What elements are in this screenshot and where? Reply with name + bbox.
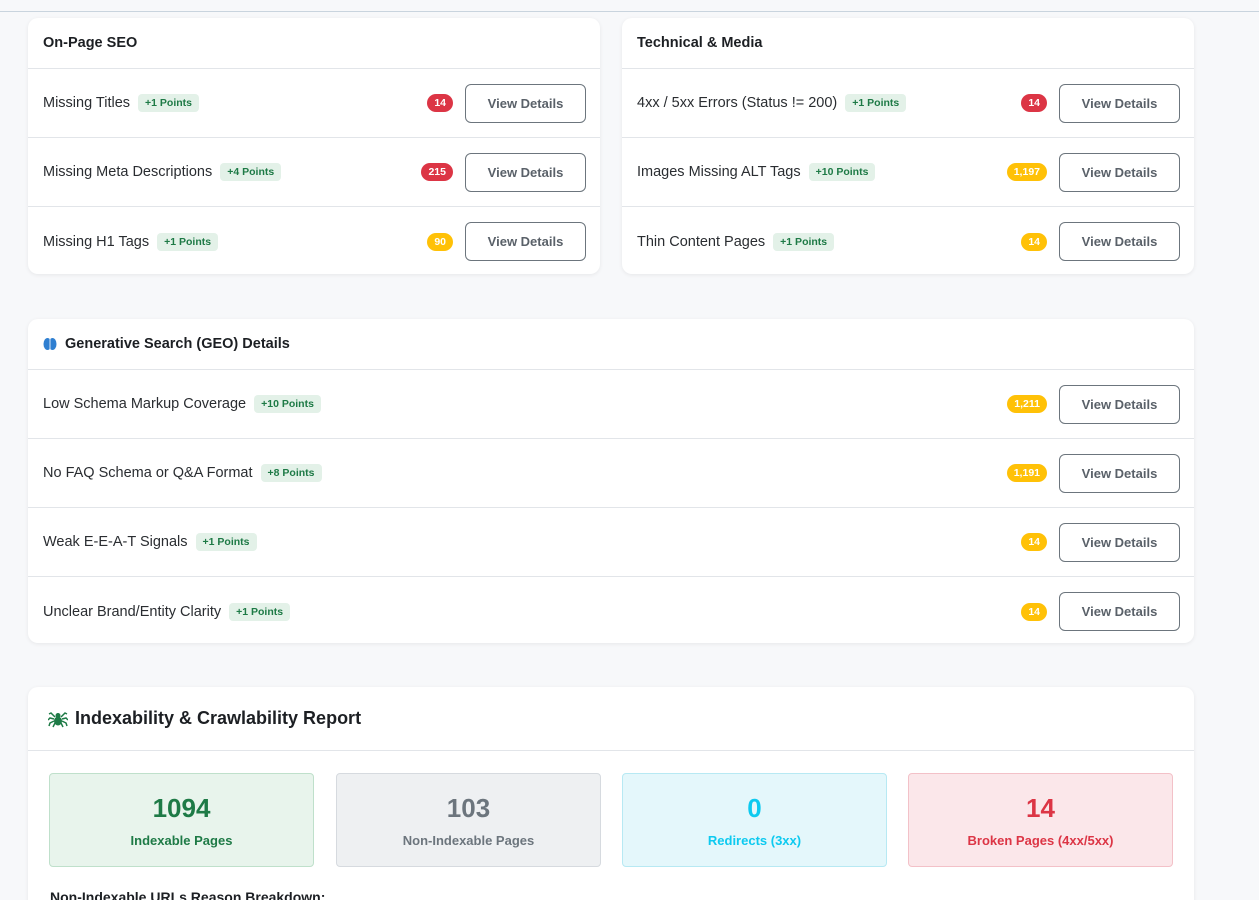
issue-row: Thin Content Pages +1 Points 14 View Det…: [622, 207, 1194, 274]
stat-value: 0: [747, 793, 762, 823]
onpage-seo-title: On-Page SEO: [28, 18, 600, 69]
count-badge: 14: [1021, 533, 1047, 551]
spider-icon: [48, 711, 68, 727]
issue-label: No FAQ Schema or Q&A Format: [43, 465, 253, 481]
view-details-button[interactable]: View Details: [1059, 592, 1180, 631]
count-badge: 14: [1021, 94, 1047, 112]
issue-label: Low Schema Markup Coverage: [43, 396, 247, 412]
points-badge: +8 Points: [260, 464, 322, 482]
issue-label: Thin Content Pages: [637, 233, 766, 250]
stat-value: 103: [446, 793, 491, 823]
points-badge: +1 Points: [229, 602, 291, 621]
view-details-button[interactable]: View Details: [1059, 384, 1180, 424]
stat-redirects: 0 Redirects (3xx): [622, 773, 887, 867]
indexability-header: Indexability & Crawlability Report: [28, 687, 1194, 751]
count-badge: 14: [427, 94, 453, 112]
issue-label: Missing H1 Tags: [43, 233, 150, 250]
stat-label: Broken Pages (4xx/5xx): [967, 833, 1114, 848]
stat-label: Redirects (3xx): [707, 833, 802, 848]
points-badge: +1 Points: [157, 232, 219, 251]
issue-label: 4xx / 5xx Errors (Status != 200): [637, 95, 838, 111]
view-details-button[interactable]: View Details: [1059, 522, 1180, 562]
technical-media-title: Technical & Media: [622, 18, 1194, 69]
issue-row: Images Missing ALT Tags +10 Points 1,197…: [622, 138, 1194, 207]
issue-row: 4xx / 5xx Errors (Status != 200) +1 Poin…: [622, 69, 1194, 138]
issue-label: Unclear Brand/Entity Clarity: [43, 603, 222, 620]
issue-row: No FAQ Schema or Q&A Format +8 Points 1,…: [28, 439, 1194, 508]
count-badge: 1,211: [1007, 395, 1047, 413]
view-details-button[interactable]: View Details: [465, 222, 586, 261]
count-badge: 90: [427, 232, 453, 251]
indexability-title: Indexability & Crawlability Report: [75, 708, 362, 728]
issue-row: Low Schema Markup Coverage +10 Points 1,…: [28, 370, 1194, 439]
indexability-card: Indexability & Crawlability Report 1094 …: [28, 687, 1194, 900]
stat-label: Indexable Pages: [130, 833, 233, 848]
stat-value: 14: [1026, 793, 1055, 823]
stat-label: Non-Indexable Pages: [402, 833, 535, 848]
top-divider: [0, 11, 1259, 12]
count-badge: 1,197: [1006, 163, 1047, 181]
issue-row: Unclear Brand/Entity Clarity +1 Points 1…: [28, 577, 1194, 643]
stat-non-indexable-pages: 103 Non-Indexable Pages: [336, 773, 601, 867]
view-details-button[interactable]: View Details: [465, 152, 586, 192]
geo-details-title: Generative Search (GEO) Details: [65, 336, 290, 352]
breakdown-title: Non-Indexable URLs Reason Breakdown:: [50, 889, 326, 900]
view-details-button[interactable]: View Details: [1059, 83, 1180, 123]
issue-label: Images Missing ALT Tags: [637, 164, 801, 180]
view-details-button[interactable]: View Details: [1059, 152, 1180, 192]
issue-row: Missing Meta Descriptions +4 Points 215 …: [28, 138, 600, 207]
view-details-button[interactable]: View Details: [465, 83, 586, 123]
points-badge: +1 Points: [845, 94, 907, 112]
count-badge: 14: [1021, 602, 1047, 621]
count-badge: 14: [1021, 232, 1047, 251]
stat-indexable-pages: 1094 Indexable Pages: [49, 773, 314, 867]
geo-details-card: Generative Search (GEO) Details Low Sche…: [28, 319, 1194, 643]
issue-row: Missing H1 Tags +1 Points 90 View Detail…: [28, 207, 600, 274]
issue-row: Weak E-E-A-T Signals +1 Points 14 View D…: [28, 508, 1194, 577]
issue-row: Missing Titles +1 Points 14 View Details: [28, 69, 600, 138]
geo-details-header: Generative Search (GEO) Details: [28, 319, 1194, 370]
stat-value: 1094: [152, 793, 211, 823]
brain-icon: [43, 338, 57, 350]
count-badge: 215: [421, 163, 453, 181]
issue-label: Missing Meta Descriptions: [43, 164, 213, 180]
points-badge: +4 Points: [220, 163, 282, 181]
issue-label: Missing Titles: [43, 95, 131, 111]
view-details-button[interactable]: View Details: [1059, 453, 1180, 493]
points-badge: +1 Points: [773, 232, 835, 251]
points-badge: +10 Points: [254, 395, 321, 413]
stat-broken-pages: 14 Broken Pages (4xx/5xx): [908, 773, 1173, 867]
points-badge: +10 Points: [808, 163, 876, 181]
points-badge: +1 Points: [195, 533, 257, 551]
issue-label: Weak E-E-A-T Signals: [43, 534, 188, 550]
count-badge: 1,191: [1006, 464, 1047, 482]
technical-media-card: Technical & Media 4xx / 5xx Errors (Stat…: [622, 18, 1194, 274]
view-details-button[interactable]: View Details: [1059, 222, 1180, 261]
onpage-seo-card: On-Page SEO Missing Titles +1 Points 14 …: [28, 18, 600, 274]
points-badge: +1 Points: [138, 94, 200, 112]
